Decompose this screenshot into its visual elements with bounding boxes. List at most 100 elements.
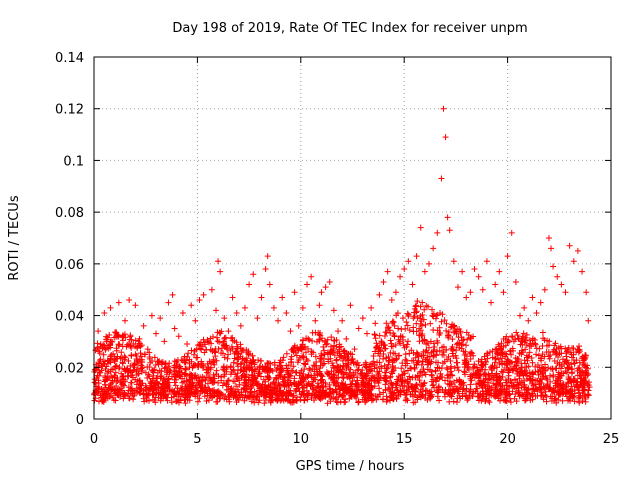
data-point-band bbox=[162, 388, 169, 395]
data-point-band bbox=[186, 371, 193, 378]
data-point-band bbox=[551, 389, 558, 396]
data-point-band bbox=[213, 334, 220, 341]
data-point-band bbox=[582, 395, 589, 402]
data-point-band bbox=[310, 362, 317, 369]
data-point-band bbox=[536, 364, 543, 371]
data-point-band bbox=[280, 391, 287, 398]
data-point-band bbox=[550, 373, 557, 380]
data-point-band bbox=[473, 371, 480, 378]
data-point-band bbox=[514, 379, 521, 386]
data-point bbox=[409, 281, 416, 288]
data-point-band bbox=[393, 356, 400, 363]
data-point-band bbox=[355, 399, 362, 406]
data-point-band bbox=[418, 391, 425, 398]
data-point-band bbox=[94, 372, 101, 379]
y-axis-label: ROTI / TECUs bbox=[7, 195, 22, 280]
data-point-band bbox=[577, 382, 584, 389]
data-point-band bbox=[443, 346, 450, 353]
data-point-band bbox=[376, 391, 383, 398]
data-point-band bbox=[582, 362, 589, 369]
data-point-band bbox=[300, 354, 307, 361]
data-point-band bbox=[249, 352, 256, 359]
data-point-band bbox=[118, 349, 125, 356]
data-point-band bbox=[220, 339, 227, 346]
data-point-band bbox=[273, 366, 280, 373]
data-point-band bbox=[565, 365, 572, 372]
data-point-band bbox=[419, 388, 426, 395]
data-point bbox=[196, 297, 203, 304]
data-point-band bbox=[409, 383, 416, 390]
data-point-band bbox=[131, 392, 138, 399]
data-point-band bbox=[540, 373, 547, 380]
data-point-band bbox=[221, 373, 228, 380]
data-point-band bbox=[185, 350, 192, 357]
data-point-band bbox=[302, 349, 309, 356]
data-point-band bbox=[344, 361, 351, 368]
data-point bbox=[279, 294, 286, 301]
data-point bbox=[570, 258, 577, 265]
data-point bbox=[583, 289, 590, 296]
data-point-band bbox=[491, 363, 498, 370]
data-point bbox=[454, 284, 461, 291]
data-point bbox=[192, 317, 199, 324]
data-point-band bbox=[224, 346, 231, 353]
data-point-band bbox=[348, 380, 355, 387]
data-point-band bbox=[155, 358, 162, 365]
data-point-band bbox=[345, 365, 352, 372]
data-point-band bbox=[490, 380, 497, 387]
data-point bbox=[322, 284, 329, 291]
data-point-band bbox=[383, 354, 390, 361]
data-point-band bbox=[447, 324, 454, 331]
data-point-band bbox=[355, 381, 362, 388]
data-point-band bbox=[94, 344, 101, 351]
data-point-band bbox=[234, 394, 241, 401]
data-point-band bbox=[328, 368, 335, 375]
data-point-band bbox=[288, 353, 295, 360]
data-point-band bbox=[404, 310, 411, 317]
data-point-band bbox=[329, 360, 336, 367]
data-point-band bbox=[321, 347, 328, 354]
data-point bbox=[188, 302, 195, 309]
data-point-band bbox=[331, 337, 338, 344]
data-point-band bbox=[427, 394, 434, 401]
data-point-band bbox=[344, 354, 351, 361]
data-point-band bbox=[461, 368, 468, 375]
data-point-band bbox=[449, 344, 456, 351]
data-point-band bbox=[152, 394, 159, 401]
data-point-band bbox=[138, 380, 145, 387]
data-point-band bbox=[580, 355, 587, 362]
data-point bbox=[291, 289, 298, 296]
data-point-band bbox=[292, 388, 299, 395]
data-point bbox=[496, 268, 503, 275]
data-point bbox=[463, 294, 470, 301]
data-point-band bbox=[441, 389, 448, 396]
data-point-band bbox=[532, 381, 539, 388]
data-point bbox=[368, 304, 375, 311]
data-point bbox=[262, 266, 269, 273]
data-point-band bbox=[203, 398, 210, 405]
data-point-band bbox=[125, 384, 132, 391]
data-point-band bbox=[541, 368, 548, 375]
data-point-band bbox=[112, 397, 119, 404]
data-point-band bbox=[419, 299, 426, 306]
data-point-band bbox=[294, 359, 301, 366]
data-point-band bbox=[328, 334, 335, 341]
data-point-band bbox=[581, 380, 588, 387]
data-point-band bbox=[132, 337, 139, 344]
data-point-band bbox=[128, 336, 135, 343]
data-point bbox=[175, 333, 182, 340]
data-point bbox=[171, 325, 178, 332]
data-point-band bbox=[235, 363, 242, 370]
data-point-band bbox=[345, 357, 352, 364]
data-point-band bbox=[543, 349, 550, 356]
data-point-band bbox=[551, 357, 558, 364]
data-point-band bbox=[479, 388, 486, 395]
data-point bbox=[434, 229, 441, 236]
data-point bbox=[241, 304, 248, 311]
data-point-band bbox=[576, 399, 583, 406]
data-point-band bbox=[571, 398, 578, 405]
data-point-band bbox=[507, 366, 514, 373]
data-point-band bbox=[322, 393, 329, 400]
data-point-band bbox=[228, 343, 235, 350]
data-point-band bbox=[234, 370, 241, 377]
